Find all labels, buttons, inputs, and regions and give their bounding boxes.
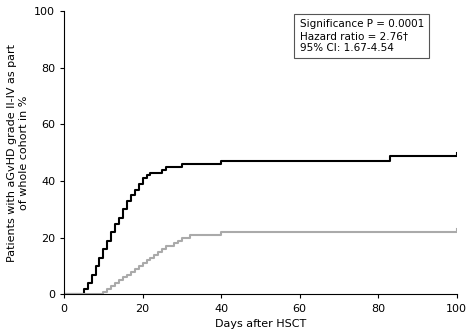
Y-axis label: Patients with aGvHD grade II-IV as part
of whole cohort in %: Patients with aGvHD grade II-IV as part … — [7, 44, 28, 262]
X-axis label: Days after HSCT: Days after HSCT — [215, 319, 306, 329]
Text: Significance P = 0.0001
Hazard ratio = 2.76†
95% CI: 1.67-4.54: Significance P = 0.0001 Hazard ratio = 2… — [300, 19, 424, 53]
